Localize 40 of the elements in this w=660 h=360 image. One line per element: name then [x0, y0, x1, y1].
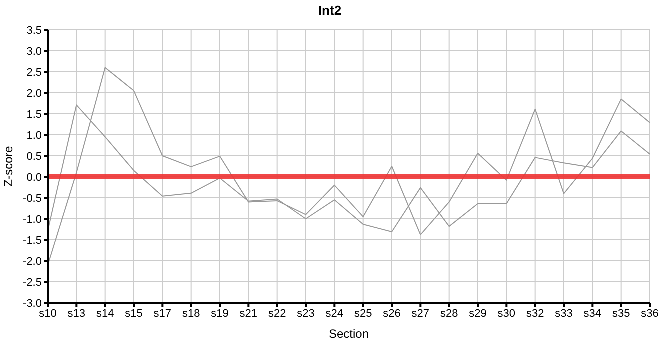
y-axis-title: Z-score [1, 146, 16, 187]
chart-title: Int2 [317, 3, 343, 18]
x-tick-label: s29 [469, 308, 487, 320]
y-tick-label: -1.5 [23, 234, 42, 247]
y-tick-label: 2.5 [26, 66, 42, 79]
x-tick-label: s10 [39, 308, 57, 320]
y-tick-label: 3.0 [26, 46, 42, 58]
y-tick-label: -1.0 [23, 214, 42, 226]
y-tick-label: -2.5 [23, 276, 42, 289]
x-tick-label: s35 [612, 308, 630, 320]
x-tick-label: s32 [526, 308, 544, 320]
x-tick-label: s14 [96, 308, 114, 320]
x-tick-label: s27 [412, 308, 430, 320]
y-tick-label: 0.0 [26, 172, 42, 184]
y-tick-label: 0.5 [26, 150, 42, 163]
y-tick-label: 1.0 [26, 130, 42, 142]
x-tick-label: s28 [440, 308, 458, 320]
x-tick-label: s21 [240, 308, 258, 320]
x-tick-label: s25 [354, 308, 372, 320]
y-tick-label: 3.5 [26, 24, 42, 37]
y-tick-label: -3.0 [23, 298, 42, 310]
y-tick-label: 1.5 [26, 108, 42, 121]
x-tick-label: s34 [584, 308, 602, 320]
x-tick-label: s18 [182, 308, 200, 320]
x-tick-label: s17 [154, 308, 172, 320]
y-tick-label: 2.0 [26, 88, 42, 100]
y-tick-label: -0.5 [23, 192, 42, 205]
x-tick-label: s13 [68, 308, 86, 320]
x-tick-label: s15 [125, 308, 143, 320]
x-tick-label: s30 [498, 308, 516, 320]
x-tick-label: s26 [383, 308, 401, 320]
x-tick-label: s23 [297, 308, 315, 320]
x-tick-label: s36 [641, 308, 659, 320]
x-tick-label: s33 [555, 308, 573, 320]
x-tick-label: s19 [211, 308, 229, 320]
y-tick-label: -2.0 [23, 256, 42, 268]
x-axis-title: Section [328, 327, 370, 341]
x-tick-label: s24 [326, 308, 344, 320]
x-tick-label: s22 [268, 308, 286, 320]
line-series [48, 67, 650, 266]
